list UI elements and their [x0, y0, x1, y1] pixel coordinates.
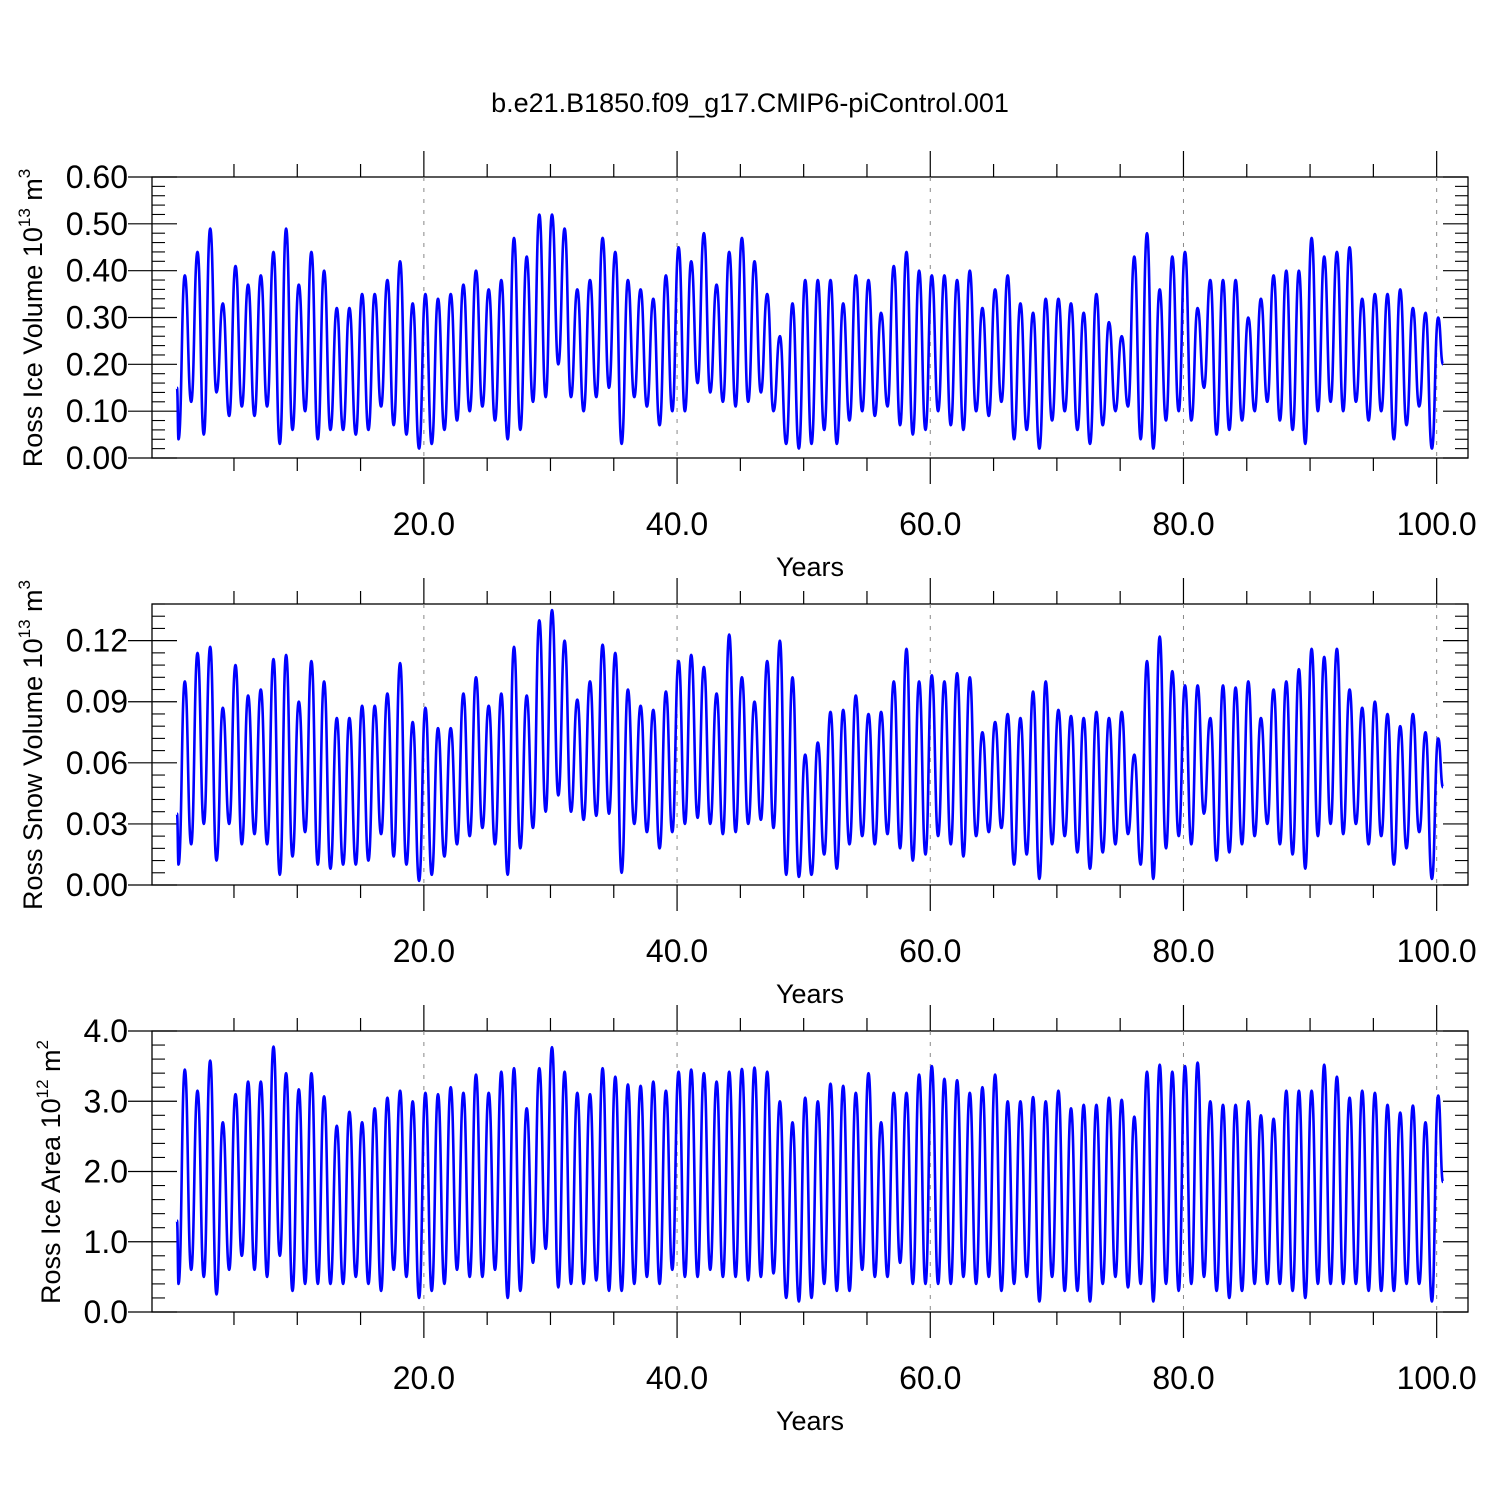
ice-area-xtick-label: 20.0	[393, 1360, 455, 1396]
ice-area-series-line	[175, 1045, 1445, 1303]
ice-volume-ytick-label: 0.40	[66, 253, 128, 289]
ice-area-xtick-label: 40.0	[646, 1360, 708, 1396]
ylabel-ice-area-exp: 12	[33, 1079, 52, 1098]
ylabel-ice-volume-unit: m	[18, 178, 48, 208]
ice-volume-ytick-label: 0.30	[66, 300, 128, 336]
ice-volume-xtick-label: 80.0	[1152, 506, 1214, 542]
snow-volume-plot-frame	[151, 603, 1469, 886]
ice-area-ytick-label: 1.0	[84, 1224, 128, 1260]
ylabel-ice-area-unit: m	[36, 1049, 66, 1079]
ice-volume-ytick-label: 0.60	[66, 159, 128, 195]
ice-volume-ytick-label: 0.50	[66, 206, 128, 242]
ice-area-ytick-label: 3.0	[84, 1083, 128, 1119]
xlabel-ice-area: Years	[776, 1406, 844, 1436]
snow-volume-series-line	[175, 608, 1445, 883]
ice-volume-ytick-label: 0.20	[66, 346, 128, 382]
snow-volume-ytick-label: 0.09	[66, 684, 128, 720]
snow-volume-ytick-label: 0.06	[66, 745, 128, 781]
xlabel-ice-volume: Years	[776, 552, 844, 582]
ylabel-snow-volume-unit-exp: 3	[15, 580, 34, 589]
ylabel-snow-volume-main: Ross Snow Volume 10	[18, 638, 48, 910]
ice-volume-xtick-label: 100.0	[1397, 506, 1477, 542]
ice-area-xtick-label: 80.0	[1152, 1360, 1214, 1396]
ice-volume-xtick-label: 20.0	[393, 506, 455, 542]
panel-ice-volume: Ross Ice Volume 1013 m3 Years 0.00 0.10 0.…	[15, 151, 1477, 582]
snow-volume-xtick-label: 20.0	[393, 933, 455, 969]
ice-area-ytick-label: 2.0	[84, 1154, 128, 1190]
panel-ice-area: Ross Ice Area 1012 m2 Years 0.0 1.0 2.0 3.0…	[33, 1005, 1477, 1436]
ylabel-ice-volume: Ross Ice Volume 1013 m3	[15, 169, 48, 468]
panel-snow-volume: Ross Snow Volume 1013 m3 Years 0.00 0.03 0…	[15, 578, 1477, 1009]
snow-volume-ytick-label: 0.03	[66, 806, 128, 842]
ylabel-ice-area-main: Ross Ice Area 10	[36, 1098, 66, 1304]
ice-area-ytick-label: 4.0	[84, 1013, 128, 1049]
snow-volume-xtick-label: 100.0	[1397, 933, 1477, 969]
ice-volume-xtick-label: 40.0	[646, 506, 708, 542]
ylabel-ice-volume-exp: 13	[15, 208, 34, 227]
ylabel-ice-area: Ross Ice Area 1012 m2	[33, 1040, 66, 1304]
snow-volume-ytick-label: 0.00	[66, 867, 128, 903]
xlabel-snow-volume: Years	[776, 979, 844, 1009]
ice-area-ytick-label: 0.0	[84, 1294, 128, 1330]
ylabel-snow-volume-exp: 13	[15, 619, 34, 638]
ylabel-ice-volume-main: Ross Ice Volume 10	[18, 227, 48, 467]
ice-volume-ytick-label: 0.00	[66, 440, 128, 476]
ylabel-snow-volume-unit: m	[18, 589, 48, 619]
ice-volume-xtick-label: 60.0	[899, 506, 961, 542]
ylabel-ice-area-unit-exp: 2	[33, 1040, 52, 1049]
ice-volume-ytick-label: 0.10	[66, 393, 128, 429]
snow-volume-xtick-label: 60.0	[899, 933, 961, 969]
ice-area-xtick-label: 60.0	[899, 1360, 961, 1396]
ice-volume-series-line	[175, 213, 1445, 450]
ice-area-xtick-label: 100.0	[1397, 1360, 1477, 1396]
ylabel-snow-volume: Ross Snow Volume 1013 m3	[15, 580, 48, 910]
snow-volume-ytick-label: 0.12	[66, 623, 128, 659]
figure-title: b.e21.B1850.f09_g17.CMIP6-piControl.001	[491, 88, 1009, 118]
snow-volume-xtick-label: 80.0	[1152, 933, 1214, 969]
ylabel-ice-volume-unit-exp: 3	[15, 169, 34, 178]
snow-volume-xtick-label: 40.0	[646, 933, 708, 969]
